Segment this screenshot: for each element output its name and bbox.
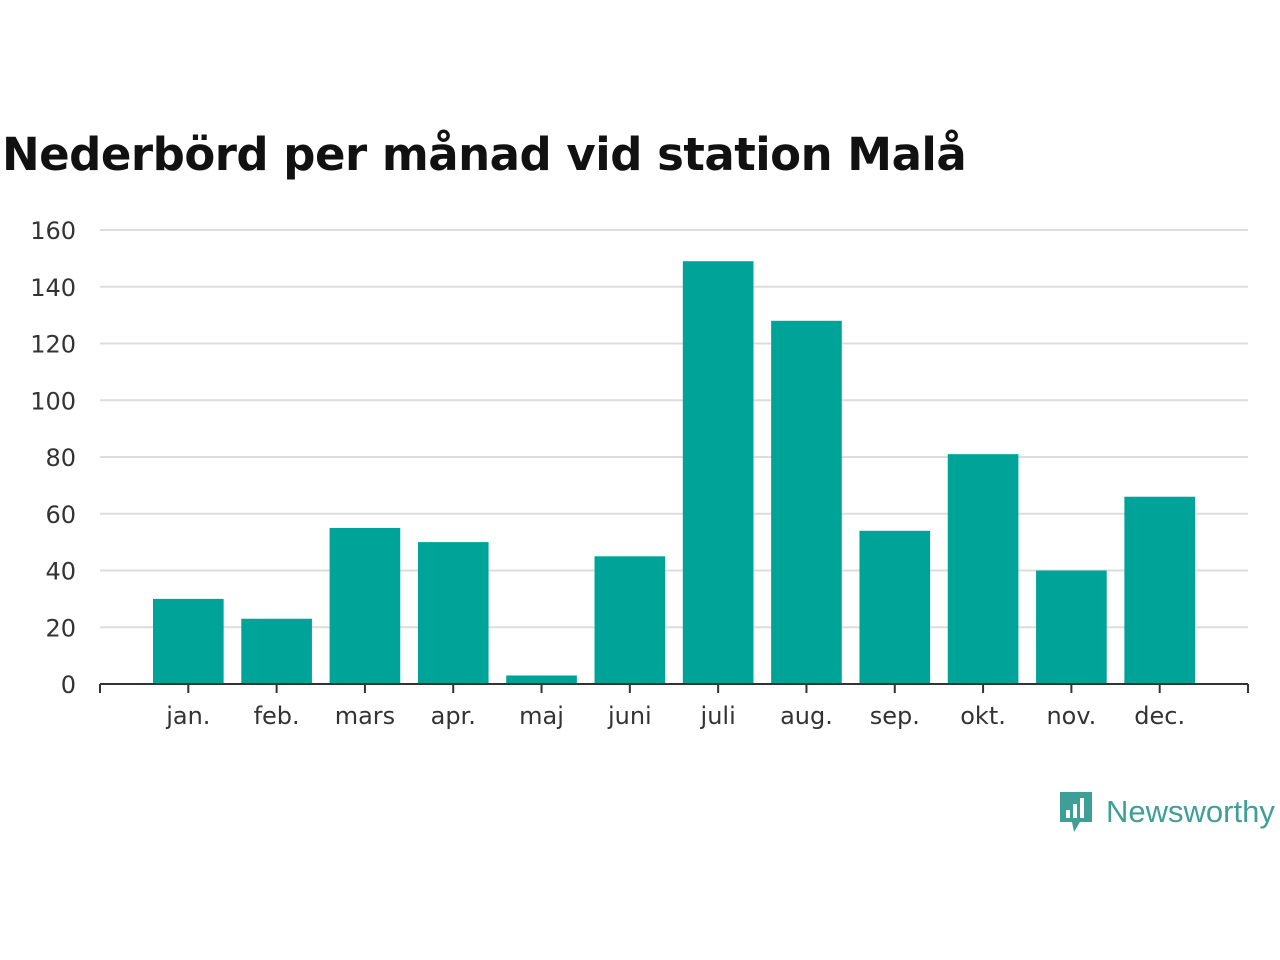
chart-title: Nederbörd per månad vid station Malå [2,128,967,181]
x-tick-label: mars [335,702,395,730]
x-tick-label: juni [607,702,652,730]
x-tick-label: maj [519,702,564,730]
y-tick-label: 100 [30,387,76,415]
y-tick-label: 140 [30,274,76,302]
bar [947,454,1019,684]
y-tick-label: 0 [61,671,76,699]
x-tick-label: feb. [254,702,300,730]
bar [594,556,666,684]
x-tick-label: jan. [165,702,210,730]
bar [241,618,312,684]
bar [1036,570,1107,684]
bar [329,527,401,684]
bar [417,542,489,684]
newsworthy-logo-icon [1060,792,1092,832]
y-tick-label: 40 [45,558,76,586]
brand-name: Newsworthy [1106,794,1275,829]
x-tick-label: dec. [1134,702,1185,730]
bar [859,530,931,684]
x-tick-label: okt. [960,702,1006,730]
x-tick-labels: jan. feb. mars apr. maj juni juli aug. sep. okt. n… [165,702,1185,730]
bar [152,598,224,684]
x-tick-label: sep. [870,702,920,730]
y-tick-label: 60 [45,501,76,529]
x-axis [99,683,1249,693]
grid-lines [100,229,1248,629]
y-tick-label: 120 [30,331,76,359]
x-tick-label: juli [700,702,736,730]
x-tick-label: nov. [1046,702,1096,730]
bar [1124,496,1196,684]
bars [152,261,1196,684]
bar [771,320,842,684]
x-tick-label: aug. [780,702,833,730]
newsworthy-logo: Newsworthy [1058,790,1275,834]
y-tick-label: 160 [30,217,76,245]
x-tick-label: apr. [431,702,476,730]
bar [506,675,577,684]
bar [682,261,754,684]
y-tick-labels: 0 20 40 60 80 100 120 140 160 [30,217,76,699]
y-tick-label: 80 [45,444,76,472]
y-tick-label: 20 [45,614,76,642]
